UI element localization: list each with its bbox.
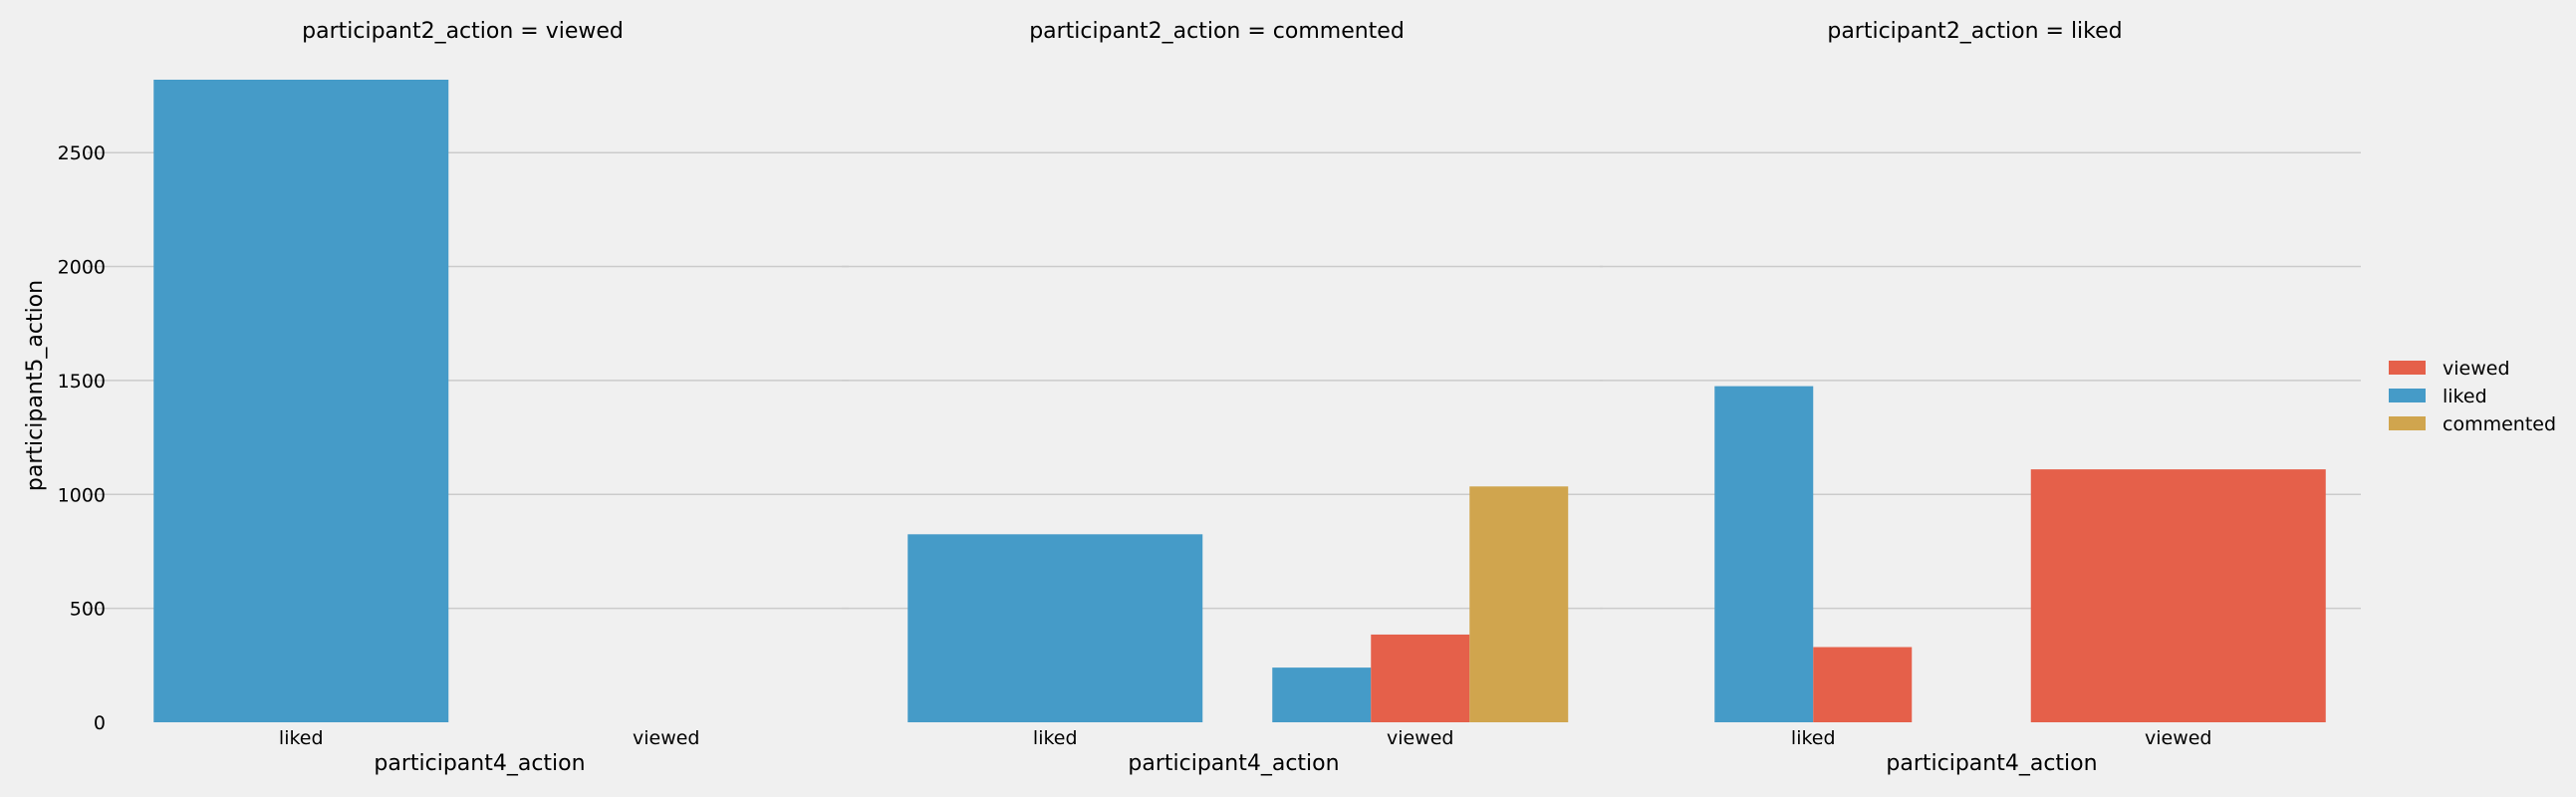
- x-tick-label: liked: [1033, 727, 1078, 749]
- x-axis-label: participant4_action: [1128, 751, 1339, 776]
- x-axis-label: participant4_action: [374, 751, 585, 776]
- legend-label-commented: commented: [2443, 413, 2556, 435]
- legend-label-viewed: viewed: [2443, 358, 2510, 380]
- bar-commented-viewed-viewed: [1371, 634, 1470, 722]
- legend-swatch-liked: [2389, 389, 2426, 402]
- bar-commented-viewed-liked: [1272, 667, 1372, 722]
- x-tick-label: viewed: [1387, 727, 1454, 749]
- panel-viewed: 0 500 1000 1500 2000 2500 participant2_action …: [58, 19, 849, 776]
- x-tick-label: liked: [1791, 727, 1836, 749]
- y-tick-label: 1500: [58, 371, 106, 393]
- bar-commented-liked-liked: [907, 534, 1203, 722]
- chart-panels: 0 500 1000 1500 2000 2500 participant2_action …: [58, 19, 2361, 776]
- legend-label-liked: liked: [2443, 386, 2487, 407]
- panel-title: participant2_action = viewed: [302, 19, 624, 44]
- x-axis-label: participant4_action: [1886, 751, 2097, 776]
- y-tick-label: 0: [94, 712, 106, 734]
- bar-liked-liked-viewed: [1813, 647, 1913, 722]
- legend: viewed liked commented: [2389, 358, 2556, 435]
- panel-title: participant2_action = liked: [1827, 19, 2122, 44]
- bar-liked-viewed-viewed: [2030, 469, 2326, 722]
- panel-title: participant2_action = commented: [1029, 19, 1405, 44]
- legend-swatch-viewed: [2389, 361, 2426, 375]
- panel-liked: participant2_action = liked liked viewed pa…: [1600, 19, 2361, 776]
- y-tick-label: 500: [70, 599, 106, 621]
- y-tick-label: 2500: [58, 142, 106, 164]
- y-tick-label: 1000: [58, 484, 106, 506]
- panel-commented: participant2_action = commented liked view…: [842, 19, 1603, 776]
- x-tick-label: viewed: [633, 727, 700, 749]
- x-tick-label: viewed: [2145, 727, 2212, 749]
- bar-liked-liked-liked: [1714, 386, 1814, 722]
- x-tick-label: liked: [279, 727, 324, 749]
- legend-swatch-commented: [2389, 416, 2426, 430]
- y-tick-label: 2000: [58, 257, 106, 279]
- y-axis-label: participant5_action: [23, 280, 48, 491]
- bar-commented-viewed-commented: [1469, 486, 1569, 722]
- bar-viewed-liked-liked: [153, 80, 449, 722]
